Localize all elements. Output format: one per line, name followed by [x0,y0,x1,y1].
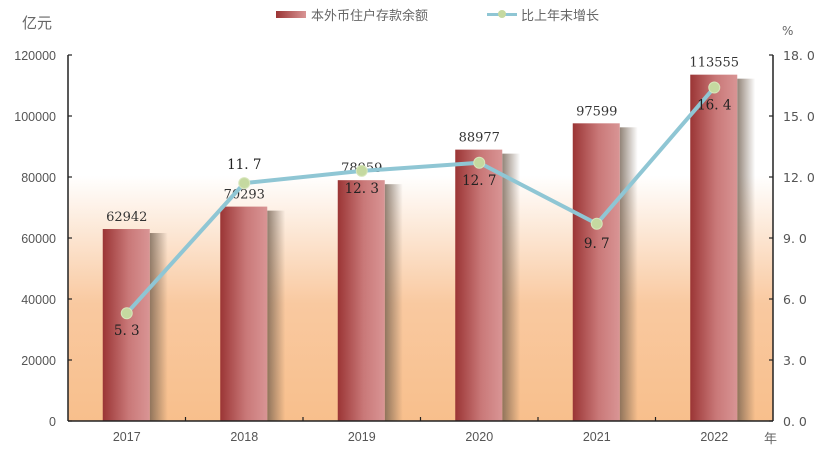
bar [102,229,150,421]
left-tick-label: 20000 [21,354,56,368]
line-value-label: 16. 4 [697,98,731,114]
bar-value-label: 70293 [224,188,265,203]
line-marker [708,81,721,94]
left-tick-label: 100000 [14,110,56,124]
bar-shadow [737,78,756,421]
x-tick-label: 2019 [348,430,376,444]
left-axis-unit: 亿元 [22,14,53,32]
bar-shadow [384,184,403,421]
bar-value-label: 113555 [689,56,739,71]
line-value-label: 9. 7 [584,236,610,252]
x-tick-label: 2020 [465,430,493,444]
bar-value-label: 88977 [459,131,500,146]
right-tick-label: 0. 0 [783,414,807,429]
bar [220,206,268,421]
bar [337,180,385,421]
legend-item-line: 比上年末增长 [487,5,600,24]
line-value-label: 12. 7 [462,173,496,189]
bar-shadow [619,127,638,421]
plot-area: 62942702937895988977975991135555. 311. 7… [14,48,815,444]
legend-bar-label: 本外币住户存款余额 [311,8,429,24]
bar [690,74,738,421]
line-value-label: 11. 7 [227,157,261,173]
right-axis-unit: % [782,24,794,38]
bar-swatch-icon [276,10,306,18]
line-value-label: 5. 3 [114,323,140,339]
left-tick-label: 80000 [21,171,56,185]
right-tick-label: 18. 0 [783,48,815,63]
plot-background [68,55,773,421]
line-marker [473,156,486,169]
left-tick-label: 60000 [21,232,56,246]
legend-item-bar: 本外币住户存款余额 [276,5,429,24]
line-swatch-icon [487,9,517,19]
left-tick-label: 120000 [14,49,56,63]
bar-value-label: 62942 [106,210,147,225]
right-tick-label: 6. 0 [783,292,807,307]
growth-line [125,86,716,315]
bar-shadow [267,210,286,421]
bar-shadow [149,233,168,421]
bar [455,149,503,421]
line-value-label: 12. 3 [345,181,379,197]
line-marker [590,217,603,230]
left-tick-label: 0 [49,415,56,429]
x-axis-unit: 年 [764,432,778,447]
legend-line-label: 比上年末增长 [521,8,600,24]
right-tick-label: 3. 0 [783,353,807,368]
x-tick-label: 2017 [113,430,141,444]
bar [572,123,620,421]
line-marker [355,164,368,177]
right-tick-label: 9. 0 [783,231,807,246]
right-tick-label: 15. 0 [783,109,815,124]
left-tick-label: 40000 [21,293,56,307]
x-tick-label: 2018 [230,430,258,444]
x-tick-label: 2022 [700,430,728,444]
line-marker [238,177,251,190]
bar-value-label: 97599 [576,104,617,119]
line-marker [120,307,133,320]
right-tick-label: 12. 0 [783,170,815,185]
x-tick-label: 2021 [583,430,611,444]
bar-shadow [502,153,521,421]
